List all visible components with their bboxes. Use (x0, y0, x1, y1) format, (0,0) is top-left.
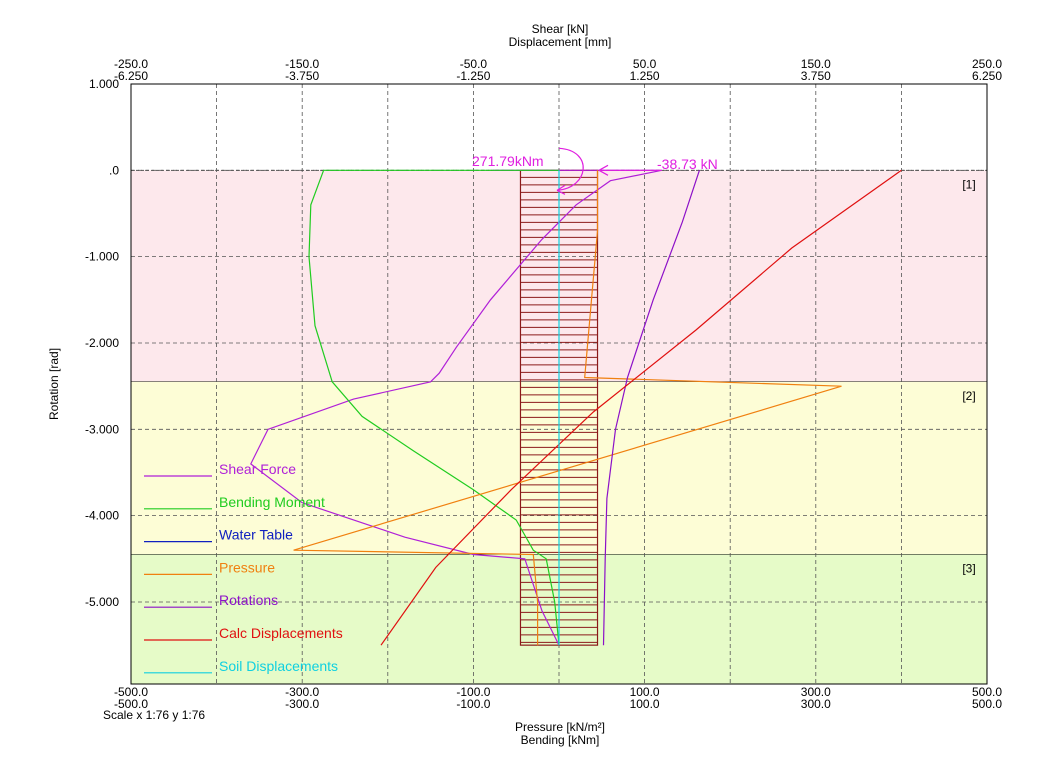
bottom-tick-pressure-5: 500.0 (972, 685, 1002, 699)
top-tick-displacement-0: -6.250 (114, 69, 148, 83)
top-tick-shear-2: -50.0 (460, 57, 488, 71)
y-tick-4: -3.000 (85, 422, 119, 436)
top-tick-displacement-1: -3.750 (285, 69, 319, 83)
shear-annotation: -38.73 kN (657, 156, 718, 172)
moment-arc (556, 147, 584, 191)
top-tick-shear-0: -250.0 (114, 57, 148, 71)
legend-label-3: Pressure (219, 559, 275, 575)
y-tick-6: -5.000 (85, 595, 119, 609)
series-lines (250, 169, 902, 646)
y-tick-0: 1.000 (89, 77, 119, 91)
legend-label-5: Calc Displacements (219, 625, 343, 641)
bottom-axis-title-pressure: Pressure [kN/m²] (515, 720, 605, 734)
legend: Shear Force Bending Moment Water Table Pres… (144, 461, 343, 674)
bottom-tick-pressure-3: 100.0 (630, 685, 660, 699)
bottom-tick-pressure-0: -500.0 (114, 685, 148, 699)
top-axis-title-displacement: Displacement [mm] (509, 35, 612, 49)
series-line-pressure (293, 170, 842, 646)
bottom-axis-title-bending: Bending [kNm] (521, 733, 600, 747)
layer-label-2: [2] (962, 389, 975, 403)
y-axis-title: Rotation [rad] (47, 348, 61, 420)
top-axis-title-shear: Shear [kN] (532, 22, 589, 36)
top-tick-shear-5: 250.0 (972, 57, 1002, 71)
layer-label-1: [1] (962, 177, 975, 191)
y-tick-2: -1.000 (85, 250, 119, 264)
moment-annotation: 271.79kNm (472, 153, 544, 169)
series-line-rotations (602, 170, 700, 646)
moment-shear-markers (556, 147, 662, 195)
y-tick-1: .0 (109, 163, 119, 177)
bottom-tick-pressure-1: -300.0 (285, 685, 319, 699)
top-tick-displacement-4: 3.750 (801, 69, 831, 83)
bottom-tick-pressure-4: 300.0 (801, 685, 831, 699)
y-tick-5: -4.000 (85, 509, 119, 523)
layer-label-3: [3] (962, 562, 975, 576)
bottom-tick-bending-4: 300.0 (801, 697, 831, 711)
bottom-tick-bending-2: -100.0 (456, 697, 490, 711)
y-tick-3: -2.000 (85, 336, 119, 350)
top-tick-shear-4: 150.0 (801, 57, 831, 71)
bottom-tick-bending-5: 500.0 (972, 697, 1002, 711)
series-line-shear-force (250, 169, 662, 646)
bottom-tick-bending-1: -300.0 (285, 697, 319, 711)
axis-labels: -250.0-6.250-150.0-3.750-50.0-1.25050.01… (85, 57, 1002, 711)
plot-area-border (130, 83, 988, 685)
legend-label-0: Shear Force (219, 461, 296, 477)
top-tick-displacement-5: 6.250 (972, 69, 1002, 83)
top-tick-shear-1: -150.0 (285, 57, 319, 71)
shear-arrowhead (598, 164, 609, 176)
legend-label-2: Water Table (219, 527, 293, 543)
moment-arrowhead (556, 184, 566, 195)
bottom-tick-bending-0: -500.0 (114, 697, 148, 711)
top-tick-shear-3: 50.0 (633, 57, 657, 71)
series-line-bending-moment (308, 169, 560, 646)
top-tick-displacement-3: 1.250 (630, 69, 660, 83)
legend-label-6: Soil Displacements (219, 658, 338, 674)
bottom-tick-pressure-2: -100.0 (456, 685, 490, 699)
bottom-tick-bending-3: 100.0 (630, 697, 660, 711)
legend-label-1: Bending Moment (219, 494, 325, 510)
top-tick-displacement-2: -1.250 (456, 69, 490, 83)
legend-label-4: Rotations (219, 592, 278, 608)
scale-text: Scale x 1:76 y 1:76 (103, 708, 205, 722)
series-line-calc-displacements (380, 169, 902, 646)
